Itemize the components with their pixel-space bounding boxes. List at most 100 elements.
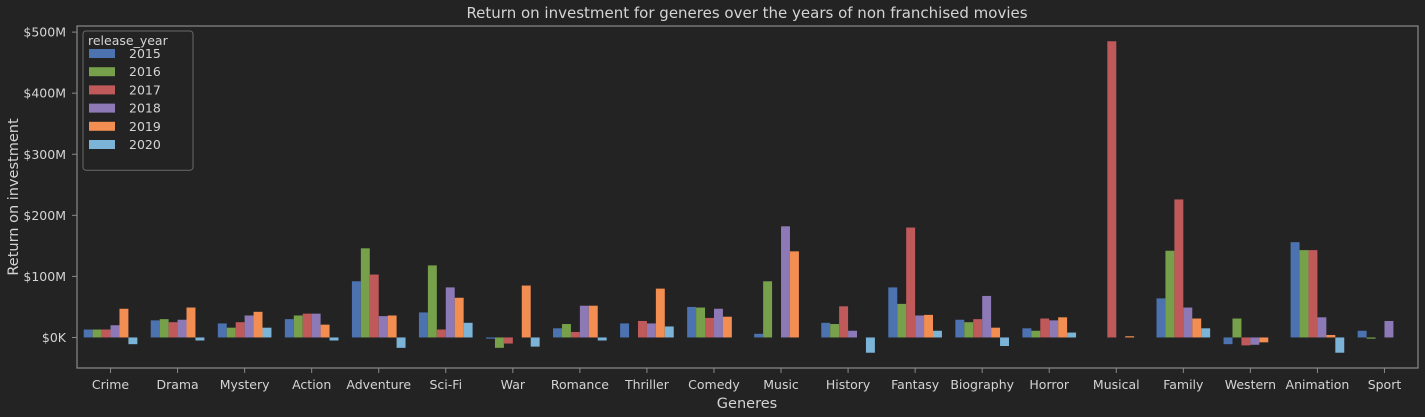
bar-drama-2020 <box>195 337 205 341</box>
x-tick-label: Family <box>1163 377 1204 392</box>
bar-mystery-2016 <box>226 327 236 338</box>
bar-history-2018 <box>848 330 858 338</box>
legend-box <box>82 30 194 171</box>
bar-comedy-2019 <box>722 316 732 338</box>
bar-romance-2017 <box>570 331 580 338</box>
bar-adventure-2016 <box>360 248 370 338</box>
bar-action-2015 <box>284 319 294 338</box>
bar-music-2019 <box>789 251 799 338</box>
bar-adventure-2020 <box>396 337 406 348</box>
legend-swatch-2020 <box>89 140 115 149</box>
x-tick-label: Western <box>1225 377 1276 392</box>
x-tick-label: Thriller <box>624 377 670 392</box>
legend-label-2018: 2018 <box>129 101 161 116</box>
bar-history-2015 <box>821 322 831 338</box>
bar-comedy-2018 <box>713 308 723 338</box>
bar-sci-fi-2018 <box>445 287 455 338</box>
legend-label-2020: 2020 <box>129 137 161 152</box>
bar-western-2019 <box>1259 337 1269 343</box>
bar-romance-2020 <box>597 337 607 341</box>
bar-fantasy-2015 <box>888 287 898 338</box>
bar-comedy-2016 <box>696 307 706 338</box>
bar-mystery-2017 <box>235 322 245 338</box>
bar-history-2020 <box>865 337 875 353</box>
bar-sci-fi-2017 <box>436 329 446 338</box>
bar-war-2015 <box>486 337 495 339</box>
x-tick-label: Comedy <box>688 377 740 392</box>
bar-action-2017 <box>302 313 312 338</box>
legend-swatch-2018 <box>89 103 115 113</box>
legend-label-2016: 2016 <box>129 64 161 79</box>
bar-musical-2017 <box>1107 41 1117 338</box>
bar-thriller-2019 <box>655 288 665 338</box>
y-tick-label: $0K <box>42 330 67 345</box>
bar-comedy-2017 <box>705 317 714 338</box>
bar-western-2015 <box>1223 337 1233 345</box>
legend-swatch-2019 <box>89 121 115 131</box>
bar-family-2019 <box>1192 318 1202 338</box>
bar-mystery-2020 <box>262 327 272 338</box>
bar-biography-2016 <box>964 322 974 338</box>
bar-adventure-2015 <box>351 281 361 338</box>
y-tick-label: $100M <box>23 269 66 284</box>
bar-biography-2018 <box>982 295 992 338</box>
bar-sport-2015 <box>1357 330 1367 338</box>
bar-animation-2016 <box>1299 250 1309 338</box>
bar-horror-2017 <box>1040 318 1050 338</box>
bar-horror-2020 <box>1067 332 1077 338</box>
bar-sci-fi-2020 <box>463 322 473 338</box>
bar-animation-2015 <box>1290 242 1300 338</box>
bar-drama-2016 <box>159 319 169 338</box>
bar-drama-2015 <box>150 320 160 338</box>
bar-animation-2017 <box>1308 250 1318 338</box>
bar-mystery-2019 <box>253 311 263 338</box>
legend: release_year 2015 2016 2017 2018 2019 2020 <box>82 30 194 171</box>
bar-thriller-2020 <box>664 326 674 338</box>
plot-frame <box>76 25 1419 369</box>
legend-label-2015: 2015 <box>129 46 161 61</box>
y-axis-label: Return on investment <box>6 118 22 276</box>
bar-biography-2015 <box>955 319 965 338</box>
bar-family-2016 <box>1165 250 1175 338</box>
x-tick-label: Musical <box>1093 377 1140 392</box>
bar-horror-2018 <box>1049 320 1059 338</box>
bar-western-2017 <box>1241 337 1251 346</box>
bar-fantasy-2017 <box>906 227 916 338</box>
bar-war-2019 <box>521 285 531 338</box>
bar-thriller-2017 <box>637 320 647 338</box>
bar-sport-2018 <box>1384 320 1394 338</box>
bar-fantasy-2019 <box>924 314 933 338</box>
bar-action-2019 <box>320 324 330 338</box>
bar-horror-2015 <box>1022 328 1032 338</box>
bar-sci-fi-2016 <box>427 265 437 338</box>
bar-drama-2019 <box>186 307 196 338</box>
bar-horror-2016 <box>1031 330 1041 338</box>
legend-label-2017: 2017 <box>129 82 161 97</box>
bar-western-2018 <box>1250 337 1260 345</box>
bars-layer <box>83 41 1394 353</box>
y-tick-label: $500M <box>23 25 66 40</box>
legend-swatch-2015 <box>89 49 115 58</box>
x-tick-label: Sci-Fi <box>430 377 463 392</box>
bar-history-2016 <box>830 324 840 338</box>
bar-sci-fi-2019 <box>454 297 464 338</box>
bar-war-2020 <box>530 337 540 347</box>
x-tick-label: War <box>501 377 526 392</box>
x-tick-label: Biography <box>950 377 1014 392</box>
bar-romance-2015 <box>553 328 562 338</box>
bar-crime-2020 <box>128 337 138 345</box>
ticks-layer: Crime Drama Mystery Action Adventure Sci-Fi Wa… <box>23 25 1401 392</box>
bar-western-2016 <box>1232 318 1242 338</box>
bar-family-2017 <box>1174 199 1184 338</box>
bar-music-2016 <box>763 281 773 338</box>
bar-crime-2018 <box>110 325 120 338</box>
x-tick-label: Animation <box>1286 377 1350 392</box>
chart-title: Return on investment for generes over th… <box>466 4 1027 22</box>
bar-war-2016 <box>494 337 504 348</box>
bar-sci-fi-2015 <box>418 312 428 338</box>
bar-drama-2017 <box>168 322 178 338</box>
x-tick-label: Drama <box>156 377 198 392</box>
x-tick-label: Adventure <box>346 377 411 392</box>
bar-sport-2016 <box>1366 337 1376 339</box>
